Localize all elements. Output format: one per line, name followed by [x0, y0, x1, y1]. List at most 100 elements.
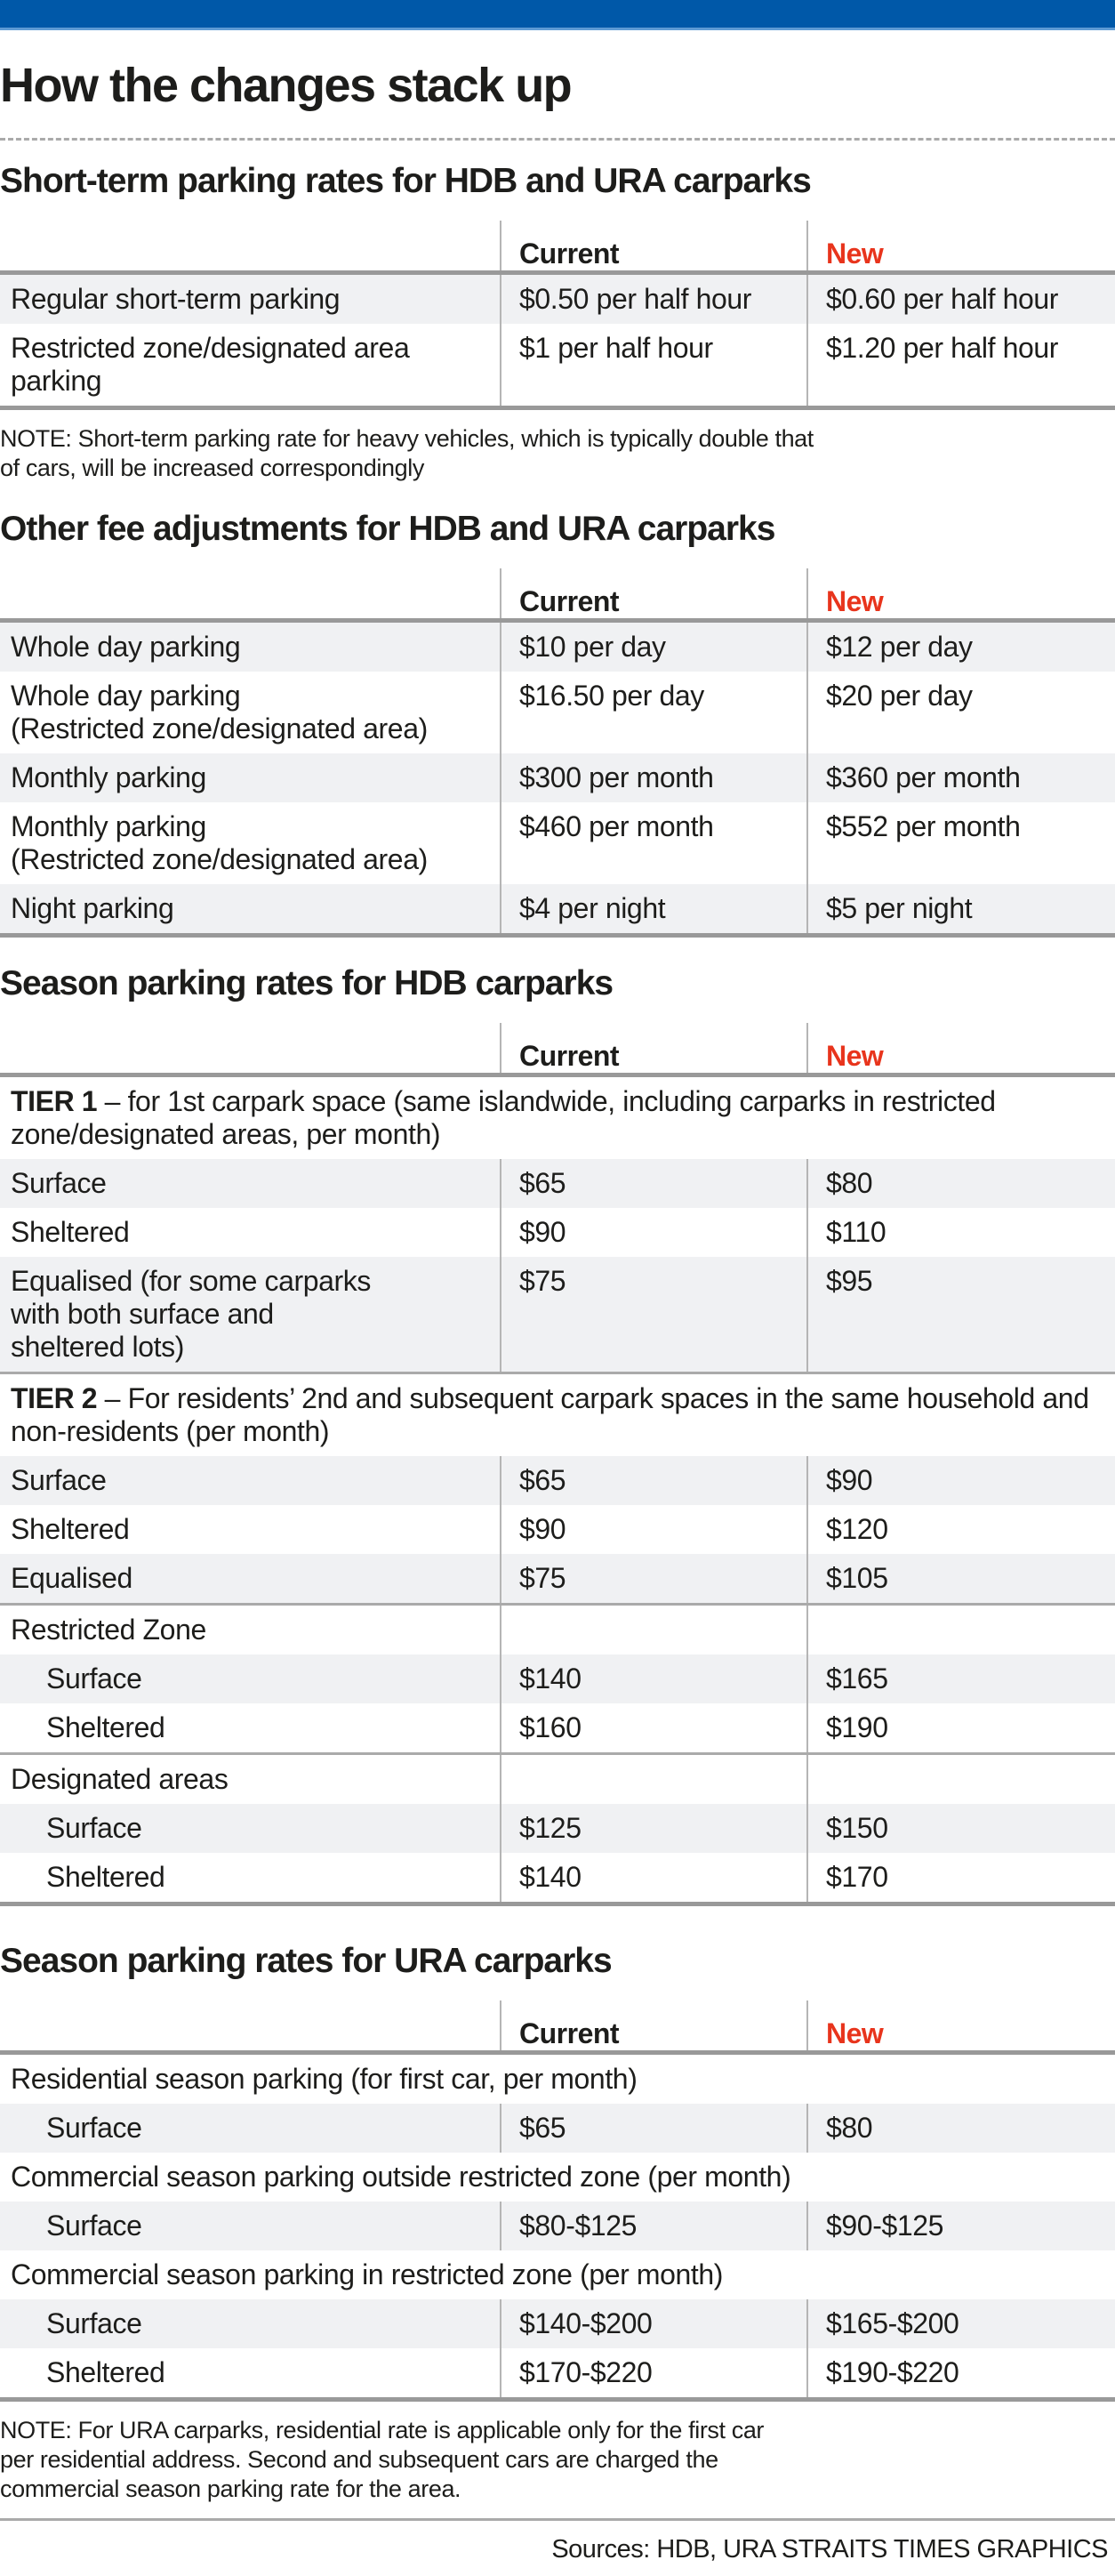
table-bottom-rule [0, 1902, 1115, 1906]
row-label: Sheltered [46, 1711, 165, 1743]
dashed-divider [0, 138, 1115, 141]
group-header-row: Commercial season parking in restricted … [0, 2250, 1115, 2299]
empty-cell [806, 1606, 1115, 1654]
table-row: Surface $80-$125 $90-$125 [0, 2202, 1115, 2250]
new-rate: $105 [806, 1554, 1115, 1603]
current-rate: $125 [500, 1804, 806, 1853]
new-rate: $5 per night [806, 884, 1115, 933]
row-label: Sheltered [46, 1861, 165, 1893]
new-rate: $150 [806, 1804, 1115, 1853]
new-rate: $190 [806, 1703, 1115, 1752]
new-rate: $360 per month [806, 753, 1115, 802]
table-section: Other fee adjustments for HDB and URA ca… [0, 508, 1115, 938]
group-label: Commercial season parking in restricted … [11, 2258, 724, 2290]
new-rate: $170 [806, 1853, 1115, 1902]
current-rate: $75 [500, 1554, 806, 1603]
table-bottom-rule [0, 933, 1115, 938]
header-new: New [806, 2000, 1115, 2050]
header-blank [0, 568, 500, 618]
row-label: Regular short-term parking [11, 283, 341, 315]
group-header-row: Residential season parking (for first ca… [0, 2055, 1115, 2104]
current-rate: $16.50 per day [500, 672, 806, 753]
new-rate: $190-$220 [806, 2348, 1115, 2397]
row-label: Night parking [11, 892, 174, 924]
new-rate: $552 per month [806, 802, 1115, 884]
table-row: Surface $65 $80 [0, 2104, 1115, 2153]
empty-cell [500, 1606, 806, 1654]
header-blank [0, 1023, 500, 1073]
table-row: Sheltered $90 $120 [0, 1505, 1115, 1554]
table-row: Whole day parking $10 per day $12 per day [0, 623, 1115, 672]
current-rate: $170-$220 [500, 2348, 806, 2397]
current-rate: $65 [500, 1456, 806, 1505]
new-rate: $80 [806, 2104, 1115, 2153]
table-row: Regular short-term parking $0.50 per half… [0, 275, 1115, 324]
table-row: Restricted zone/designated area parking $… [0, 324, 1115, 406]
table-row: Sheltered $170-$220 $190-$220 [0, 2348, 1115, 2397]
group-header-row: Designated areas [0, 1752, 1115, 1804]
rates-table: Current New Regular short-term parking $0.5… [0, 221, 1115, 410]
group-label: Residential season parking (for first ca… [11, 2063, 638, 2095]
header-new: New [806, 221, 1115, 270]
group-label: Designated areas [11, 1763, 229, 1795]
table-row: Equalised $75 $105 [0, 1554, 1115, 1603]
row-label: Surface [11, 1464, 107, 1496]
section-title: Other fee adjustments for HDB and URA ca… [0, 510, 775, 548]
table-row: Surface $125 $150 [0, 1804, 1115, 1853]
group-label: – for 1st carpark space (same islandwide… [11, 1085, 996, 1150]
row-label: Restricted zone/designated area parking [11, 332, 410, 397]
header-current: Current [500, 568, 806, 618]
row-label: Whole day parking (Restricted zone/desig… [11, 680, 428, 745]
header-current: Current [500, 221, 806, 270]
current-rate: $90 [500, 1208, 806, 1257]
new-rate: $95 [806, 1257, 1115, 1372]
row-label: Monthly parking (Restricted zone/designa… [11, 810, 428, 875]
tier-label: TIER 1 [11, 1085, 98, 1117]
sections: Short-term parking rates for HDB and URA… [0, 160, 1115, 2504]
table-row: Sheltered $160 $190 [0, 1703, 1115, 1752]
section-title: Short-term parking rates for HDB and URA… [0, 162, 812, 200]
row-label: Whole day parking [11, 631, 241, 663]
current-rate: $75 [500, 1257, 806, 1372]
row-label: Monthly parking [11, 761, 206, 793]
row-label: Surface [11, 1167, 107, 1199]
empty-cell [500, 1755, 806, 1804]
table-header: Current New [0, 221, 1115, 275]
table-row: Night parking $4 per night $5 per night [0, 884, 1115, 933]
header-current: Current [500, 2000, 806, 2050]
table-row: Surface $65 $90 [0, 1456, 1115, 1505]
table-row: Surface $140-$200 $165-$200 [0, 2299, 1115, 2348]
row-label: Surface [46, 2307, 142, 2339]
row-label: Equalised (for some carparks with both s… [11, 1265, 371, 1363]
new-rate: $110 [806, 1208, 1115, 1257]
current-rate: $80-$125 [500, 2202, 806, 2250]
table-note: NOTE: Short-term parking rate for heavy … [0, 425, 814, 481]
group-label: – For residents’ 2nd and subsequent carp… [11, 1382, 1089, 1447]
table-header: Current New [0, 568, 1115, 623]
current-rate: $0.50 per half hour [500, 275, 806, 324]
header-new: New [806, 568, 1115, 618]
table-header: Current New [0, 1023, 1115, 1077]
table-header: Current New [0, 2000, 1115, 2055]
current-rate: $90 [500, 1505, 806, 1554]
table-bottom-rule [0, 2397, 1115, 2402]
current-rate: $65 [500, 2104, 806, 2153]
table-row: Surface $65 $80 [0, 1159, 1115, 1208]
table-section: Season parking rates for URA carparks Cur… [0, 1940, 1115, 2504]
table-section: Season parking rates for HDB carparks Cur… [0, 962, 1115, 1906]
row-label: Surface [46, 1812, 142, 1844]
header-blank [0, 2000, 500, 2050]
row-label: Surface [46, 2112, 142, 2144]
header-new: New [806, 1023, 1115, 1073]
row-label: Surface [46, 1662, 142, 1695]
current-rate: $140 [500, 1654, 806, 1703]
row-label: Sheltered [11, 1513, 130, 1545]
current-rate: $300 per month [500, 753, 806, 802]
current-rate: $1 per half hour [500, 324, 806, 406]
section-title: Season parking rates for URA carparks [0, 1942, 613, 1980]
row-label: Surface [46, 2210, 142, 2242]
row-label: Sheltered [46, 2356, 165, 2388]
empty-cell [806, 1755, 1115, 1804]
table-bottom-rule [0, 406, 1115, 410]
new-rate: $90-$125 [806, 2202, 1115, 2250]
